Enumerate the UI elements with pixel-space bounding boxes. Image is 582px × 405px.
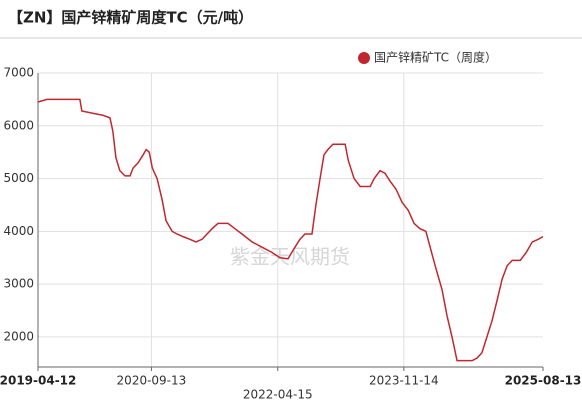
series-line [37,98,544,362]
x-tick-label: 2020-09-13 [117,374,187,388]
x-tick-label: 2022-04-15 [243,388,313,402]
chart-title: 【ZN】国产锌精矿周度TC（元/吨） [8,9,253,27]
y-tick-label: 3000 [3,277,34,291]
y-tick-label: 2000 [3,329,34,343]
x-tick-label: 2025-08-13 [505,374,582,388]
y-tick-label: 6000 [3,118,34,132]
y-tick-label: 4000 [3,224,34,238]
x-tick-label: 2023-11-14 [369,374,439,388]
legend-label: 国产锌精矿TC（周度） [374,50,497,65]
legend-marker [358,52,370,64]
y-tick-label: 7000 [3,66,34,80]
x-tick-label: 2019-04-12 [0,374,76,388]
y-tick-label: 5000 [3,171,34,185]
